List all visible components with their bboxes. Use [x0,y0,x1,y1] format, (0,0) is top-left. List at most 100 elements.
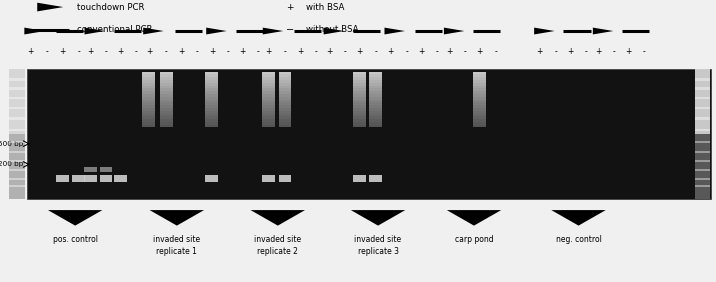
Bar [279,74,291,77]
Bar [695,107,710,109]
Bar [142,83,155,86]
Text: +: + [286,3,294,12]
Bar [142,91,155,94]
Bar [142,72,155,74]
Text: +: + [209,47,215,56]
Bar [205,91,218,94]
Bar [369,114,382,116]
Bar [9,117,25,120]
Polygon shape [251,210,305,226]
Bar [56,175,69,182]
Text: +: + [357,47,362,56]
Bar [279,105,291,108]
Bar [160,102,173,105]
Bar [142,111,155,114]
Text: +: + [87,47,93,56]
Bar [160,72,173,74]
Bar [262,114,275,116]
Text: -: - [226,47,229,56]
Text: +: + [626,47,632,56]
Bar [205,102,218,105]
Bar [262,116,275,119]
Bar [9,151,25,153]
Polygon shape [37,3,63,11]
Bar [262,105,275,108]
Bar [262,91,275,94]
Text: -: - [315,47,318,56]
Text: invaded site
replicate 2: invaded site replicate 2 [254,235,301,255]
Bar [369,89,382,91]
Bar [9,169,25,171]
Bar [262,77,275,80]
Bar [369,77,382,80]
Text: -: - [256,47,259,56]
Polygon shape [324,28,344,34]
Text: +: + [418,47,424,56]
Bar [160,114,173,116]
Bar [262,80,275,83]
Text: -: - [165,47,168,56]
Bar [262,108,275,111]
Bar [160,94,173,97]
Bar [160,108,173,111]
Bar [473,91,486,94]
Text: +: + [178,47,184,56]
Bar [160,125,173,127]
Bar [160,80,173,83]
Bar [160,97,173,100]
Bar [84,167,97,172]
Bar [205,100,218,102]
Bar [369,116,382,119]
Polygon shape [84,28,105,34]
Bar [353,119,366,122]
Bar [695,87,710,90]
Bar [205,119,218,122]
Bar [9,141,25,143]
Bar [473,77,486,80]
Bar [369,108,382,111]
Bar [695,141,710,143]
Text: -: - [45,47,48,56]
Bar [279,175,291,182]
Bar [160,89,173,91]
Text: +: + [387,47,393,56]
Bar [353,97,366,100]
Bar [353,86,366,89]
Text: -: - [135,47,137,56]
Bar [473,100,486,102]
Bar [100,175,112,182]
Bar [369,97,382,100]
Bar [279,119,291,122]
Polygon shape [447,210,501,226]
Bar [353,102,366,105]
Bar [262,125,275,127]
Text: -: - [405,47,408,56]
Bar [160,100,173,102]
Bar [205,86,218,89]
Bar [473,97,486,100]
Bar [9,160,25,162]
Text: -: - [643,47,646,56]
Bar [142,100,155,102]
Bar [142,105,155,108]
Bar [142,86,155,89]
Bar [473,114,486,116]
Bar [72,175,85,182]
Bar [9,107,25,109]
Text: +: + [117,47,123,56]
Bar [369,94,382,97]
Bar [160,119,173,122]
Bar [473,105,486,108]
Bar [142,125,155,127]
Bar [27,69,711,199]
Bar [473,80,486,83]
Text: -: - [77,47,80,56]
Bar [369,122,382,125]
Bar [353,116,366,119]
Text: -: - [613,47,616,56]
Bar [353,100,366,102]
Polygon shape [351,210,405,226]
Text: -: - [495,47,498,56]
Bar [369,86,382,89]
Bar [205,77,218,80]
